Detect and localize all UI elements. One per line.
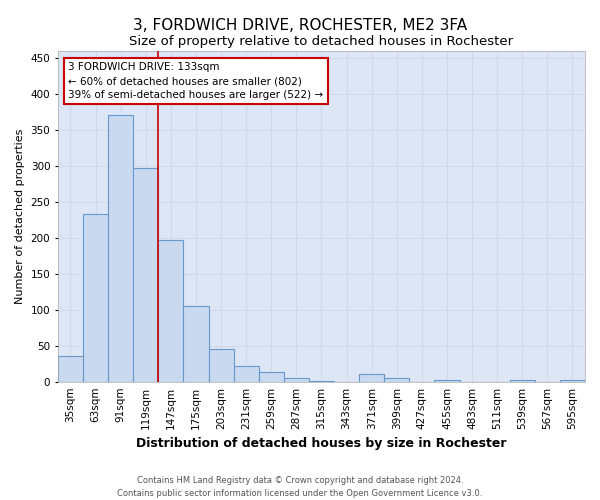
- Bar: [434, 380, 460, 382]
- Title: Size of property relative to detached houses in Rochester: Size of property relative to detached ho…: [130, 35, 514, 48]
- Bar: [359, 374, 384, 382]
- Bar: [309, 381, 334, 382]
- Text: 3 FORDWICH DRIVE: 133sqm
← 60% of detached houses are smaller (802)
39% of semi-: 3 FORDWICH DRIVE: 133sqm ← 60% of detach…: [68, 62, 323, 100]
- Bar: [133, 168, 158, 382]
- Bar: [233, 366, 259, 382]
- Bar: [184, 306, 209, 382]
- Bar: [158, 240, 184, 382]
- Bar: [510, 380, 535, 382]
- Bar: [58, 356, 83, 382]
- Text: Contains HM Land Registry data © Crown copyright and database right 2024.
Contai: Contains HM Land Registry data © Crown c…: [118, 476, 482, 498]
- Bar: [259, 372, 284, 382]
- Bar: [284, 378, 309, 382]
- Bar: [83, 214, 108, 382]
- Bar: [108, 116, 133, 382]
- Text: 3, FORDWICH DRIVE, ROCHESTER, ME2 3FA: 3, FORDWICH DRIVE, ROCHESTER, ME2 3FA: [133, 18, 467, 32]
- Bar: [384, 378, 409, 382]
- Y-axis label: Number of detached properties: Number of detached properties: [15, 128, 25, 304]
- Bar: [209, 348, 233, 382]
- X-axis label: Distribution of detached houses by size in Rochester: Distribution of detached houses by size …: [136, 437, 507, 450]
- Bar: [560, 380, 585, 382]
